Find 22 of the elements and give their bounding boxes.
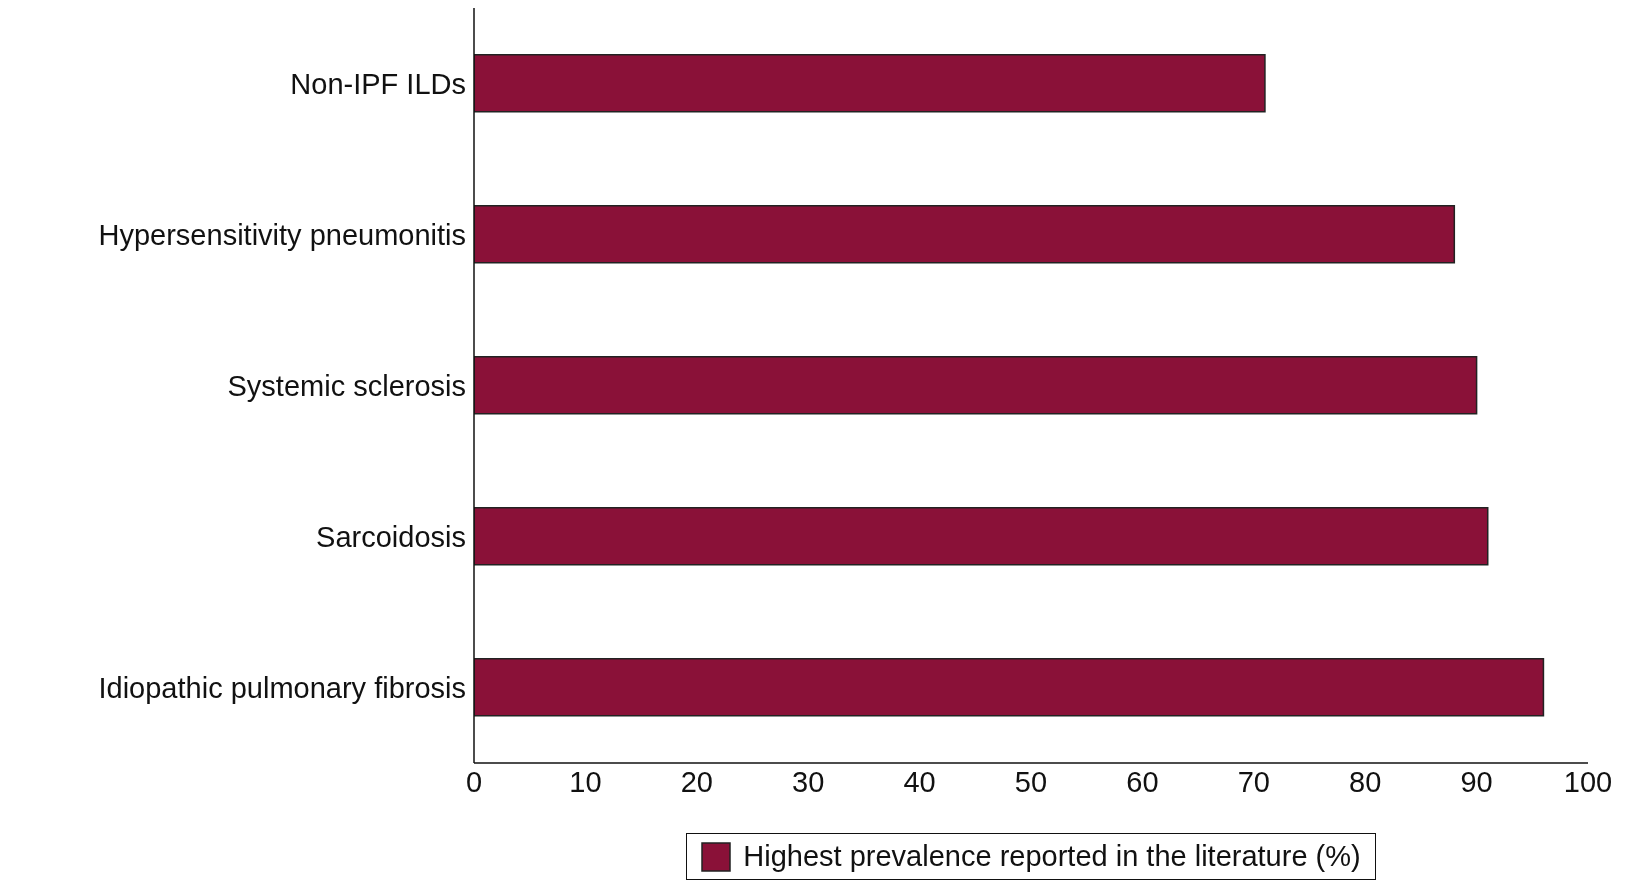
x-tick-label: 70 <box>1237 765 1270 798</box>
y-tick-label: Sarcoidosis <box>316 520 466 553</box>
x-tick-label: 80 <box>1349 765 1382 798</box>
bar <box>474 356 1478 415</box>
y-tick-label: Hypersensitivity pneumonitis <box>98 218 466 251</box>
x-tick-label: 10 <box>569 765 602 798</box>
bar <box>474 205 1456 264</box>
y-tick-label: Systemic sclerosis <box>227 369 466 402</box>
bar <box>474 54 1266 113</box>
x-tick-label: 20 <box>680 765 713 798</box>
y-tick-label: Non-IPF ILDs <box>290 67 466 100</box>
x-tick-label: 100 <box>1563 765 1613 798</box>
x-tick-label: 30 <box>792 765 825 798</box>
bar <box>474 507 1489 566</box>
x-tick-label: 90 <box>1460 765 1493 798</box>
x-tick-label: 50 <box>1014 765 1048 798</box>
x-tick-label: 0 <box>465 765 483 798</box>
x-tick-label: 40 <box>903 765 936 798</box>
y-tick-label: Idiopathic pulmonary fibrosis <box>98 671 466 704</box>
x-tick-label: 60 <box>1126 765 1159 798</box>
legend-label: Highest prevalence reported in the literature (%) <box>743 840 1361 873</box>
bar <box>474 658 1545 717</box>
